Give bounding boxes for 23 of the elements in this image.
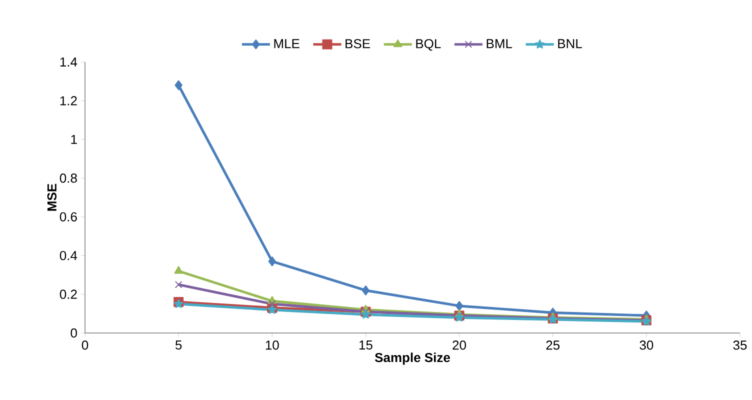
x-tick-label: 35	[733, 340, 747, 350]
y-tick-label: 0	[70, 328, 77, 338]
x-tick-label: 0	[82, 340, 88, 350]
y-tick-label: 1.2	[60, 96, 77, 106]
x-tick-label: 30	[640, 340, 654, 350]
legend-label: MLE	[274, 39, 300, 48]
y-tick-label: 0.6	[60, 212, 77, 222]
y-tick-label: 0.8	[60, 174, 77, 183]
y-tick-label: 0.2	[60, 290, 77, 299]
legend-label: BNL	[558, 39, 582, 48]
y-tick-label: 1.4	[60, 58, 78, 66]
legend-label: BML	[486, 39, 512, 48]
x-tick-label: 25	[546, 340, 560, 350]
y-tick-label: 1	[71, 134, 77, 144]
x-tick-label: 20	[452, 340, 466, 350]
y-tick-label: 0.4	[60, 250, 78, 260]
legend-label: BQL	[416, 39, 441, 51]
y-axis-title: MSE	[47, 184, 57, 211]
x-axis-title: Sample Size	[374, 352, 450, 365]
legend-label: BSE	[346, 39, 370, 48]
x-tick-label: 10	[266, 340, 279, 350]
x-tick-label: 15	[359, 340, 372, 350]
x-tick-label: 5	[175, 340, 182, 350]
